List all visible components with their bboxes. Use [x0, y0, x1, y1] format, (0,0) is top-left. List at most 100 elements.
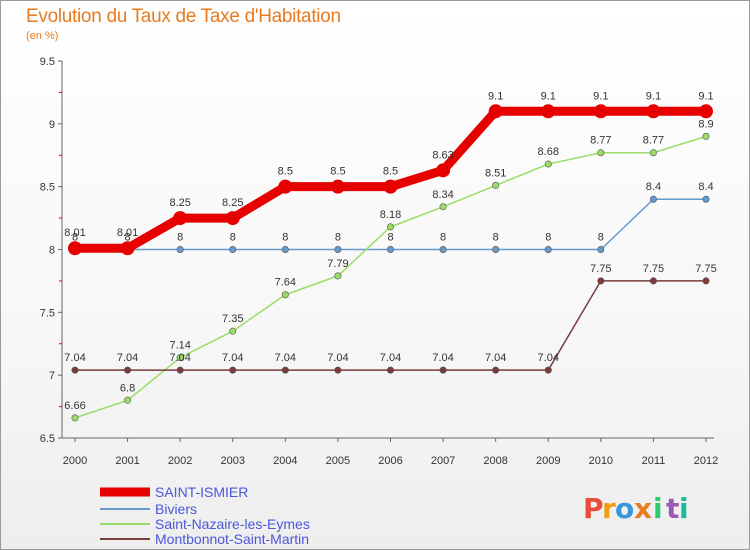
data-label: 8: [282, 232, 288, 244]
data-label: 8.18: [380, 209, 401, 221]
data-label: 8: [72, 232, 78, 244]
data-label: 7.75: [643, 263, 664, 275]
data-label: 8.4: [698, 181, 713, 193]
data-point: [541, 104, 556, 119]
logo-letter: t: [666, 492, 679, 525]
legend-entry: Biviers: [155, 501, 197, 517]
data-point: [593, 104, 608, 119]
data-point: [278, 179, 293, 194]
data-label: 8.51: [485, 167, 506, 179]
x-tick-label: 2002: [168, 455, 192, 467]
data-point: [597, 277, 605, 285]
data-label: 8: [387, 232, 393, 244]
data-label: 7.04: [169, 352, 190, 364]
data-point: [176, 246, 184, 254]
data-label: 9.1: [593, 90, 608, 102]
data-point: [68, 241, 82, 256]
x-tick-label: 2000: [63, 455, 87, 467]
data-label: 7.35: [222, 313, 243, 325]
data-label: 7.04: [275, 352, 296, 364]
data-point: [176, 366, 184, 374]
data-label: 9.1: [698, 90, 713, 102]
data-label: 7.64: [275, 277, 296, 289]
data-point: [281, 246, 289, 254]
data-label: 8.68: [538, 146, 559, 158]
data-label: 8: [125, 232, 131, 244]
data-point: [229, 327, 237, 335]
data-point: [386, 223, 394, 231]
data-point: [488, 104, 503, 119]
data-label: 8.01: [117, 227, 138, 239]
data-point: [229, 366, 237, 374]
data-label: 7.04: [538, 352, 559, 364]
data-label: 8.5: [278, 166, 293, 178]
y-tick-label: 8.5: [40, 182, 55, 194]
data-label: 7.14: [169, 340, 190, 352]
x-tick-label: 2004: [273, 455, 297, 467]
data-point: [281, 291, 289, 299]
data-point: [386, 366, 394, 374]
data-point: [334, 246, 342, 254]
data-point: [334, 366, 342, 374]
data-label: 7.04: [380, 352, 401, 364]
data-label: 9.1: [488, 90, 503, 102]
y-tick-label: 9.5: [40, 56, 55, 68]
data-label: 7.04: [64, 352, 85, 364]
data-label: 7.79: [327, 258, 348, 270]
data-point: [120, 241, 135, 256]
data-label: 8: [493, 232, 499, 244]
data-point: [71, 414, 79, 422]
x-tick-label: 2005: [326, 455, 350, 467]
data-point: [383, 179, 398, 194]
data-point: [699, 104, 713, 119]
logo-letter: r: [602, 492, 616, 525]
series-line-Saint-Nazaire-les-Eymes: [74, 135, 707, 419]
data-point: [649, 277, 657, 285]
data-point: [334, 272, 342, 280]
x-tick-label: 2006: [378, 455, 402, 467]
data-point: [439, 366, 447, 374]
data-label: 8.5: [383, 166, 398, 178]
y-tick-label: 9: [49, 119, 55, 131]
x-tick-label: 2007: [431, 455, 455, 467]
data-point: [71, 366, 79, 374]
data-label: 8.77: [590, 135, 611, 147]
data-label: 7.04: [327, 352, 348, 364]
y-tick-label: 7.5: [40, 307, 55, 319]
x-tick-label: 2012: [694, 455, 718, 467]
data-label: 8: [230, 232, 236, 244]
data-label: 8.63: [432, 149, 453, 161]
data-point: [439, 203, 447, 211]
chart-unit: (en %): [26, 30, 59, 42]
data-label: 7.04: [432, 352, 453, 364]
data-label: 8.5: [330, 166, 345, 178]
data-point: [439, 246, 447, 254]
data-label: 7.04: [222, 352, 243, 364]
x-tick-label: 2009: [536, 455, 560, 467]
data-point: [702, 132, 710, 140]
x-tick-label: 2010: [589, 455, 613, 467]
chart-title: Evolution du Taux de Taxe d'Habitation: [26, 6, 341, 27]
data-point: [492, 181, 500, 189]
data-label: 8: [335, 232, 341, 244]
data-label: 7.04: [485, 352, 506, 364]
data-label: 8.01: [64, 227, 85, 239]
legend-entry: SAINT-ISMIER: [155, 484, 248, 500]
data-point: [173, 211, 188, 226]
x-tick-label: 2001: [115, 455, 139, 467]
data-point: [281, 366, 289, 374]
data-label: 8.77: [643, 135, 664, 147]
data-label: 8.34: [432, 189, 453, 201]
legend-entry: Saint-Nazaire-les-Eymes: [155, 516, 310, 532]
y-tick-label: 7: [49, 370, 55, 382]
data-point: [544, 160, 552, 168]
data-label: 6.8: [120, 382, 135, 394]
data-point: [436, 163, 451, 178]
data-label: 8: [440, 232, 446, 244]
data-point: [492, 246, 500, 254]
y-tick-label: 8: [49, 245, 55, 257]
logo-letter: o: [615, 492, 634, 525]
data-point: [597, 149, 605, 157]
logo-letter: P: [583, 492, 604, 525]
